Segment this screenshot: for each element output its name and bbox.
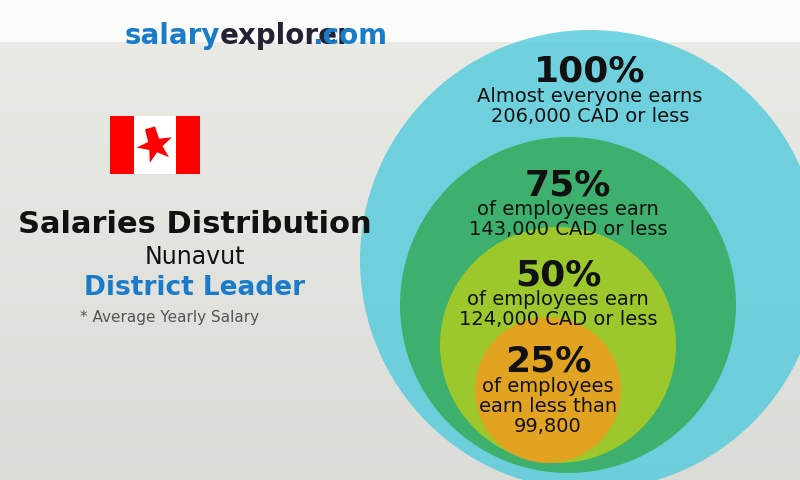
Bar bbox=[0, 192, 800, 200]
Bar bbox=[0, 456, 800, 464]
Polygon shape bbox=[137, 126, 172, 163]
Text: 143,000 CAD or less: 143,000 CAD or less bbox=[469, 220, 667, 239]
Bar bbox=[0, 424, 800, 432]
Bar bbox=[0, 48, 800, 56]
Bar bbox=[0, 104, 800, 112]
Bar bbox=[0, 392, 800, 400]
Text: earn less than: earn less than bbox=[479, 397, 617, 416]
Text: .com: .com bbox=[312, 22, 387, 50]
Text: 124,000 CAD or less: 124,000 CAD or less bbox=[458, 310, 658, 329]
Circle shape bbox=[360, 30, 800, 480]
Bar bbox=[0, 472, 800, 480]
Text: of employees earn: of employees earn bbox=[467, 290, 649, 309]
Bar bbox=[0, 312, 800, 320]
Bar bbox=[0, 400, 800, 408]
Bar bbox=[0, 248, 800, 256]
Bar bbox=[0, 328, 800, 336]
Bar bbox=[0, 152, 800, 160]
Bar bbox=[0, 272, 800, 280]
Bar bbox=[0, 64, 800, 72]
Bar bbox=[0, 24, 800, 32]
Text: of employees: of employees bbox=[482, 377, 614, 396]
Bar bbox=[0, 0, 800, 8]
Bar bbox=[0, 232, 800, 240]
Bar bbox=[0, 256, 800, 264]
Bar bbox=[0, 448, 800, 456]
Bar bbox=[0, 216, 800, 224]
Bar bbox=[0, 72, 800, 80]
Bar bbox=[110, 116, 134, 174]
Bar bbox=[0, 56, 800, 64]
Text: * Average Yearly Salary: * Average Yearly Salary bbox=[80, 310, 259, 325]
Bar bbox=[0, 112, 800, 120]
Bar bbox=[0, 336, 800, 344]
Bar bbox=[0, 136, 800, 144]
Bar bbox=[0, 240, 800, 248]
Bar bbox=[0, 280, 800, 288]
Circle shape bbox=[400, 137, 736, 473]
Bar bbox=[0, 32, 800, 40]
Bar bbox=[0, 168, 800, 176]
Bar bbox=[0, 416, 800, 424]
Bar bbox=[0, 376, 800, 384]
Bar bbox=[0, 288, 800, 296]
Bar bbox=[0, 432, 800, 440]
Bar bbox=[0, 0, 800, 42]
Bar bbox=[0, 80, 800, 88]
Text: 100%: 100% bbox=[534, 55, 646, 89]
Bar bbox=[0, 160, 800, 168]
Bar bbox=[0, 440, 800, 448]
Bar bbox=[0, 360, 800, 368]
Bar bbox=[0, 384, 800, 392]
Bar bbox=[0, 144, 800, 152]
Bar bbox=[0, 96, 800, 104]
Text: salary: salary bbox=[125, 22, 220, 50]
Bar bbox=[0, 184, 800, 192]
Bar bbox=[176, 116, 200, 174]
Text: 50%: 50% bbox=[515, 258, 601, 292]
Text: Nunavut: Nunavut bbox=[145, 245, 246, 269]
Bar bbox=[0, 320, 800, 328]
Circle shape bbox=[440, 227, 676, 463]
Bar bbox=[0, 120, 800, 128]
Bar bbox=[0, 208, 800, 216]
Text: Almost everyone earns: Almost everyone earns bbox=[478, 87, 702, 106]
Bar bbox=[0, 368, 800, 376]
Bar bbox=[0, 88, 800, 96]
Bar bbox=[0, 296, 800, 304]
Text: explorer: explorer bbox=[220, 22, 352, 50]
Bar bbox=[0, 304, 800, 312]
Bar bbox=[0, 344, 800, 352]
Text: 99,800: 99,800 bbox=[514, 417, 582, 436]
Text: 25%: 25% bbox=[505, 345, 591, 379]
Bar bbox=[0, 176, 800, 184]
Bar bbox=[0, 128, 800, 136]
Text: 206,000 CAD or less: 206,000 CAD or less bbox=[491, 107, 689, 126]
Text: Salaries Distribution: Salaries Distribution bbox=[18, 210, 372, 239]
Bar bbox=[0, 352, 800, 360]
Bar bbox=[0, 40, 800, 48]
Text: 75%: 75% bbox=[525, 168, 611, 202]
Bar bbox=[0, 464, 800, 472]
Bar bbox=[0, 408, 800, 416]
Circle shape bbox=[475, 317, 621, 463]
Text: of employees earn: of employees earn bbox=[477, 200, 659, 219]
Bar bbox=[0, 16, 800, 24]
Bar bbox=[0, 200, 800, 208]
Bar bbox=[0, 8, 800, 16]
Bar bbox=[0, 224, 800, 232]
Bar bbox=[110, 116, 200, 174]
Bar bbox=[0, 264, 800, 272]
Text: District Leader: District Leader bbox=[85, 275, 306, 301]
